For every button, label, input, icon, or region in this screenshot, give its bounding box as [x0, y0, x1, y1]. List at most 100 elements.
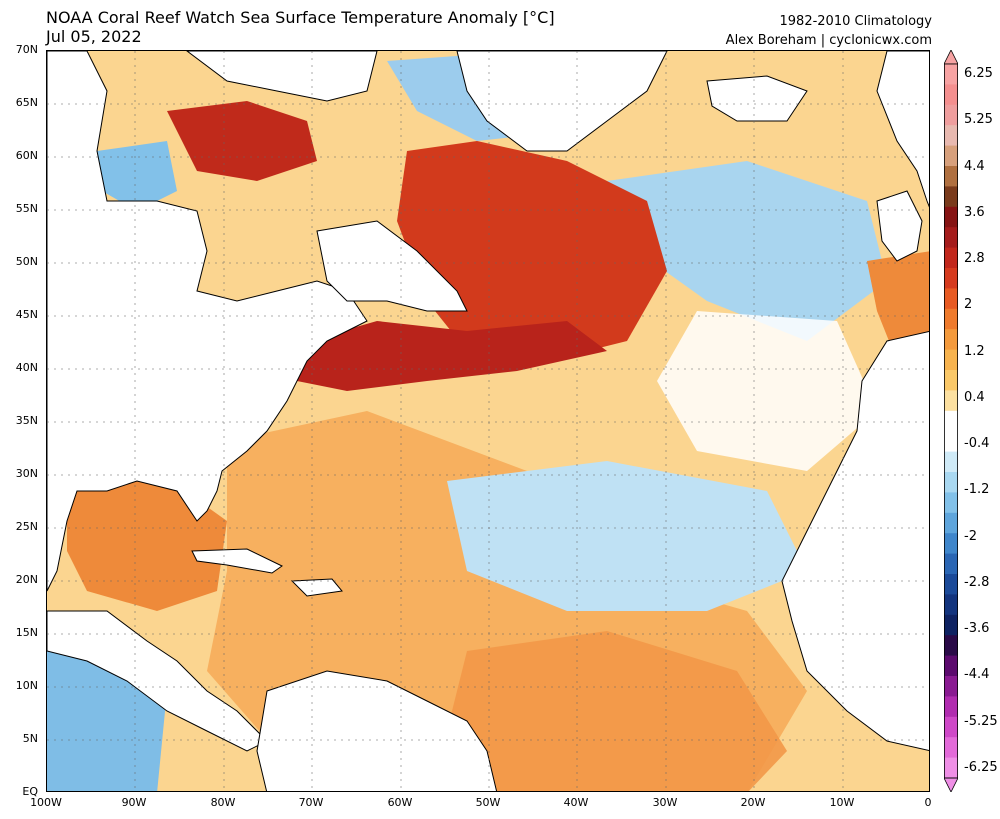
colorbar-swatch	[944, 676, 958, 697]
land-central-america	[47, 610, 268, 752]
colorbar-swatch	[944, 451, 958, 473]
colorbar-swatch	[944, 390, 958, 412]
date-text: Jul 05, 2022	[46, 27, 142, 46]
colorbar-tick-label: -1.2	[964, 482, 990, 498]
land-north-america	[47, 51, 368, 592]
colorbar-swatch	[944, 104, 958, 126]
colorbar-tick-label: 2	[964, 297, 973, 313]
colorbar-swatch	[944, 145, 958, 167]
colorbar-tick-label: 1.2	[964, 343, 985, 359]
cool-anomaly-northeast	[607, 161, 887, 341]
lat-label: 60N	[15, 149, 38, 162]
land-british-isles	[876, 190, 923, 262]
land-greenland	[456, 51, 668, 152]
author-credit: Alex Boreham | cyclonicwx.com	[725, 33, 932, 48]
land-europe	[876, 51, 929, 208]
colorbar-tick-label: 5.25	[964, 112, 993, 128]
colorbar-swatch	[944, 308, 958, 330]
colorbar-tick-label: 4.4	[964, 158, 985, 174]
colorbar-swatch	[944, 635, 958, 657]
colorbar-swatch	[944, 737, 958, 759]
lat-label: 40N	[15, 361, 38, 374]
anomaly-map	[47, 51, 929, 791]
colorbar-swatch	[944, 64, 958, 85]
lat-label: 50N	[15, 255, 38, 268]
lat-label: 45N	[15, 308, 38, 321]
colorbar-tick-label: 2.8	[964, 251, 985, 267]
lon-label: 20W	[740, 796, 766, 809]
warm-anomaly-hudson-bay	[167, 101, 317, 181]
colorbar-tick-label: 6.25	[964, 66, 993, 81]
lat-label: 65N	[15, 96, 38, 109]
lon-label: 100W	[30, 796, 62, 809]
lon-label: 0	[924, 796, 932, 809]
lon-label: 80W	[210, 796, 236, 809]
lon-label: 30W	[652, 796, 678, 809]
land-canada-maritimes	[316, 220, 468, 312]
colorbar-swatch	[944, 655, 958, 677]
colorbar-swatch	[944, 84, 958, 106]
colorbar-tick-label: -0.4	[964, 436, 990, 452]
lat-label: 10N	[15, 679, 38, 692]
colorbar-swatch	[944, 594, 958, 616]
lat-label: 30N	[15, 467, 38, 480]
cool-anomaly-hudson-east	[97, 141, 177, 211]
colorbar-swatch	[944, 431, 958, 453]
colorbar-swatch	[944, 186, 958, 208]
colorbar-swatch	[944, 247, 958, 269]
colorbar-tick-label: -4.4	[964, 667, 990, 683]
credit-block: 1982-2010 Climatology Alex Boreham | cyc…	[726, 12, 932, 50]
lon-label: 10W	[829, 796, 855, 809]
colorbar-swatch	[944, 492, 958, 514]
colorbar-swatch	[944, 206, 958, 228]
colorbar-swatch	[944, 349, 958, 371]
colorbar	[944, 50, 958, 792]
map-panel	[46, 50, 930, 792]
colorbar-tick-label: -2.8	[964, 574, 990, 590]
lon-label: 70W	[298, 796, 324, 809]
map-title: NOAA Coral Reef Watch Sea Surface Temper…	[46, 8, 555, 46]
cool-anomaly-central-atlantic	[447, 461, 807, 611]
land-cuba	[191, 548, 283, 574]
colorbar-frame	[944, 63, 958, 779]
lon-label: 90W	[121, 796, 147, 809]
land-iberia-africa	[781, 330, 929, 752]
climatology-text: 1982-2010 Climatology	[779, 14, 932, 29]
colorbar-swatch	[944, 125, 958, 147]
colorbar-tick-label: 0.4	[964, 389, 985, 405]
lat-label: EQ	[22, 785, 38, 798]
colorbar-swatch	[944, 329, 958, 351]
colorbar-swatch	[944, 553, 958, 575]
colorbar-swatch	[944, 268, 958, 289]
warm-anomaly-gulf-stream	[297, 321, 607, 391]
lon-label: 40W	[563, 796, 589, 809]
colorbar-swatch	[944, 716, 958, 738]
land-iceland	[706, 75, 808, 122]
lat-label: 15N	[15, 626, 38, 639]
lat-label: 35N	[15, 414, 38, 427]
colorbar-swatch	[944, 227, 958, 249]
colorbar-swatch	[944, 410, 958, 432]
colorbar-swatch	[944, 472, 958, 493]
cool-anomaly-northeast-white	[657, 311, 877, 471]
lat-label: 25N	[15, 520, 38, 533]
colorbar-max-arrow	[944, 50, 958, 65]
lat-label: 70N	[15, 43, 38, 56]
colorbar-swatch	[944, 370, 958, 391]
lon-label: 50W	[475, 796, 501, 809]
lon-label: 60W	[387, 796, 413, 809]
colorbar-swatch	[944, 166, 958, 187]
colorbar-tick-label: -6.25	[964, 760, 998, 775]
land-baffin	[186, 51, 378, 102]
colorbar-swatch	[944, 512, 958, 534]
colorbar-swatch	[944, 614, 958, 636]
colorbar-swatch	[944, 757, 958, 779]
lat-label: 20N	[15, 573, 38, 586]
title-text: NOAA Coral Reef Watch Sea Surface Temper…	[46, 8, 555, 27]
colorbar-tick-label: -3.6	[964, 621, 990, 637]
land-south-america	[256, 670, 498, 791]
colorbar-swatch	[944, 288, 958, 310]
colorbar-swatch	[944, 696, 958, 718]
lat-label: 5N	[22, 732, 38, 745]
warm-anomaly-tropical-south	[447, 631, 787, 791]
